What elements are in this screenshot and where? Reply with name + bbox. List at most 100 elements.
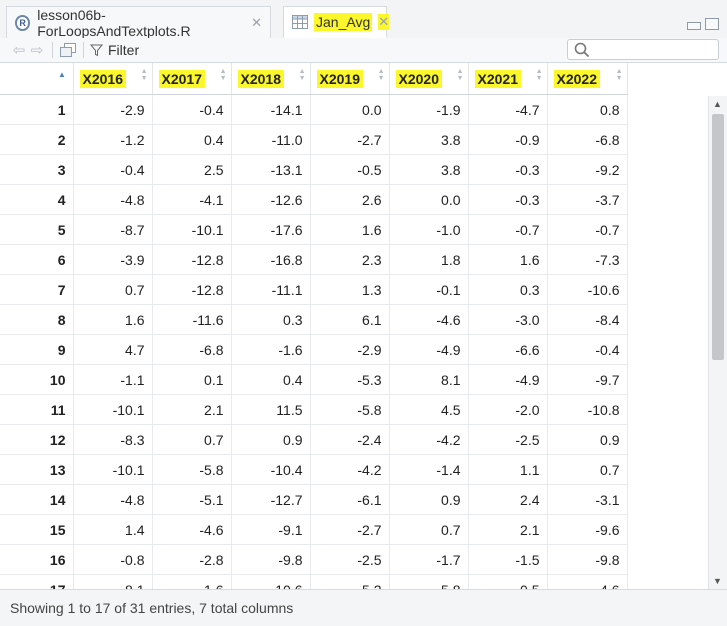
table-cell: -4.6 <box>152 514 232 545</box>
sort-icon: ▲ ▼ <box>219 68 227 82</box>
table-cell: 4.7 <box>73 334 153 365</box>
status-bar: Showing 1 to 17 of 31 entries, 7 total c… <box>0 589 727 626</box>
table-cell: 0.9 <box>547 424 628 455</box>
column-header-x2017[interactable]: X2017 ▲ ▼ <box>152 63 232 95</box>
table-cell: -0.5 <box>310 154 390 185</box>
entries-status: Showing 1 to 17 of 31 entries, 7 total c… <box>10 600 294 616</box>
scroll-down-icon[interactable]: ▼ <box>713 576 722 586</box>
scrollbar-thumb[interactable] <box>712 114 724 360</box>
table-cell: -10.1 <box>152 214 232 245</box>
tab-jan-avg[interactable]: Jan_Avg ✕ <box>283 6 390 38</box>
scroll-up-icon[interactable]: ▲ <box>713 99 722 109</box>
close-icon[interactable]: ✕ <box>251 14 262 30</box>
table-cell: -7.3 <box>547 244 628 275</box>
table-cell: -10.1 <box>73 394 153 425</box>
column-header-label: X2021 <box>474 70 521 88</box>
tab-label: Jan_Avg <box>314 13 373 31</box>
table-cell: -10.6 <box>231 574 311 589</box>
column-header-x2020[interactable]: X2020 ▲ ▼ <box>389 63 469 95</box>
table-row: 12 -8.3 0.7 0.9 -2.4 -4.2 -2.5 0.9 <box>0 424 628 455</box>
row-number: 4 <box>0 184 74 215</box>
column-header-label: X2018 <box>237 70 284 88</box>
table-cell: 0.1 <box>152 364 232 395</box>
row-number-header[interactable]: ▲ <box>0 63 74 95</box>
column-header-label: X2017 <box>158 70 205 88</box>
table-cell: -0.9 <box>468 124 548 155</box>
table-row: 6 -3.9 -12.8 -16.8 2.3 1.8 1.6 -7.3 <box>0 244 628 275</box>
column-header-x2022[interactable]: X2022 ▲ ▼ <box>547 63 628 95</box>
table-cell: -2.9 <box>310 334 390 365</box>
table-cell: -11.1 <box>231 274 311 305</box>
table-cell: 1.3 <box>310 274 390 305</box>
forward-arrow-icon[interactable]: ⇨ <box>30 42 44 59</box>
table-cell: 11.5 <box>231 394 311 425</box>
table-cell: -1.9 <box>389 94 469 125</box>
column-header-label: X2019 <box>316 70 363 88</box>
table-row: 9 4.7 -6.8 -1.6 -2.9 -4.9 -6.6 -0.4 <box>0 334 628 365</box>
vertical-scrollbar[interactable]: ▲ ▼ <box>708 96 727 589</box>
table-cell: 2.6 <box>310 184 390 215</box>
table-cell: 3.8 <box>389 124 469 155</box>
table-cell: 1.6 <box>468 244 548 275</box>
row-number: 8 <box>0 304 74 335</box>
table-cell: -3.7 <box>547 184 628 215</box>
table-cell: -4.2 <box>389 424 469 455</box>
open-in-window-icon[interactable] <box>59 41 77 59</box>
row-number: 11 <box>0 394 74 425</box>
table-cell: 0.4 <box>152 124 232 155</box>
table-cell: -4.9 <box>468 364 548 395</box>
table-body: 1 -2.9 -0.4 -14.1 0.0 -1.9 -4.7 0.8 2 -1.2 0.4 -11.… <box>0 94 628 589</box>
table-cell: -5.3 <box>310 364 390 395</box>
table-cell: -6.6 <box>468 334 548 365</box>
table-row: 5 -8.7 -10.1 -17.6 1.6 -1.0 -0.7 -0.7 <box>0 214 628 245</box>
table-cell: -14.1 <box>231 94 311 125</box>
row-number: 12 <box>0 424 74 455</box>
table-cell: 0.7 <box>152 424 232 455</box>
table-cell: -10.6 <box>547 274 628 305</box>
table-cell: -0.4 <box>73 154 153 185</box>
tab-lesson-script[interactable]: R lesson06b-ForLoopsAndTextplots.R ✕ <box>6 6 271 39</box>
table-cell: -16.8 <box>231 244 311 275</box>
table-cell: -8.7 <box>73 214 153 245</box>
column-header-x2021[interactable]: X2021 ▲ ▼ <box>468 63 548 95</box>
table-cell: -2.7 <box>310 124 390 155</box>
sort-icon: ▲ ▼ <box>535 68 543 82</box>
column-header-x2019[interactable]: X2019 ▲ ▼ <box>310 63 390 95</box>
editor-tab-bar: R lesson06b-ForLoopsAndTextplots.R ✕ Jan… <box>0 0 727 39</box>
table-row: 13 -10.1 -5.8 -10.4 -4.2 -1.4 1.1 0.7 <box>0 454 628 485</box>
search-input[interactable] <box>567 39 719 60</box>
table-cell: -17.6 <box>231 214 311 245</box>
table-row: 2 -1.2 0.4 -11.0 -2.7 3.8 -0.9 -6.8 <box>0 124 628 155</box>
filter-icon <box>90 44 103 57</box>
minimize-pane-icon[interactable] <box>687 22 701 30</box>
table-cell: -0.4 <box>152 94 232 125</box>
table-cell: -0.8 <box>73 544 153 575</box>
close-icon[interactable]: ✕ <box>378 14 390 30</box>
data-grid: ▲ X2016 ▲ ▼ X2017 ▲ ▼ X2018 ▲ ▼ X2019 ▲ ▼ X2020 ▲ ▼ X20… <box>0 63 708 589</box>
table-cell: -12.8 <box>152 244 232 275</box>
sort-icon: ▲ ▼ <box>456 68 464 82</box>
table-cell: -1.1 <box>73 364 153 395</box>
table-cell: -8.3 <box>73 424 153 455</box>
table-cell: -4.7 <box>468 94 548 125</box>
table-row: 4 -4.8 -4.1 -12.6 2.6 0.0 -0.3 -3.7 <box>0 184 628 215</box>
column-header-x2016[interactable]: X2016 ▲ ▼ <box>73 63 153 95</box>
table-cell: -10.1 <box>73 454 153 485</box>
table-cell: 0.3 <box>231 304 311 335</box>
maximize-pane-icon[interactable] <box>705 18 719 30</box>
table-cell: -0.3 <box>468 154 548 185</box>
table-row: 16 -0.8 -2.8 -9.8 -2.5 -1.7 -1.5 -9.8 <box>0 544 628 575</box>
filter-button[interactable]: Filter <box>90 42 139 58</box>
sort-icon: ▲ ▼ <box>377 68 385 82</box>
table-cell: -1.0 <box>389 214 469 245</box>
row-number: 3 <box>0 154 74 185</box>
back-arrow-icon[interactable]: ⇦ <box>12 42 26 59</box>
table-cell: 2.5 <box>152 154 232 185</box>
table-cell: -2.5 <box>310 544 390 575</box>
table-cell: 0.0 <box>310 94 390 125</box>
table-row: 11 -10.1 2.1 11.5 -5.8 4.5 -2.0 -10.8 <box>0 394 628 425</box>
table-cell: -6.1 <box>310 484 390 515</box>
column-header-x2018[interactable]: X2018 ▲ ▼ <box>231 63 311 95</box>
table-cell: 1.4 <box>73 514 153 545</box>
table-cell: -11.6 <box>152 304 232 335</box>
